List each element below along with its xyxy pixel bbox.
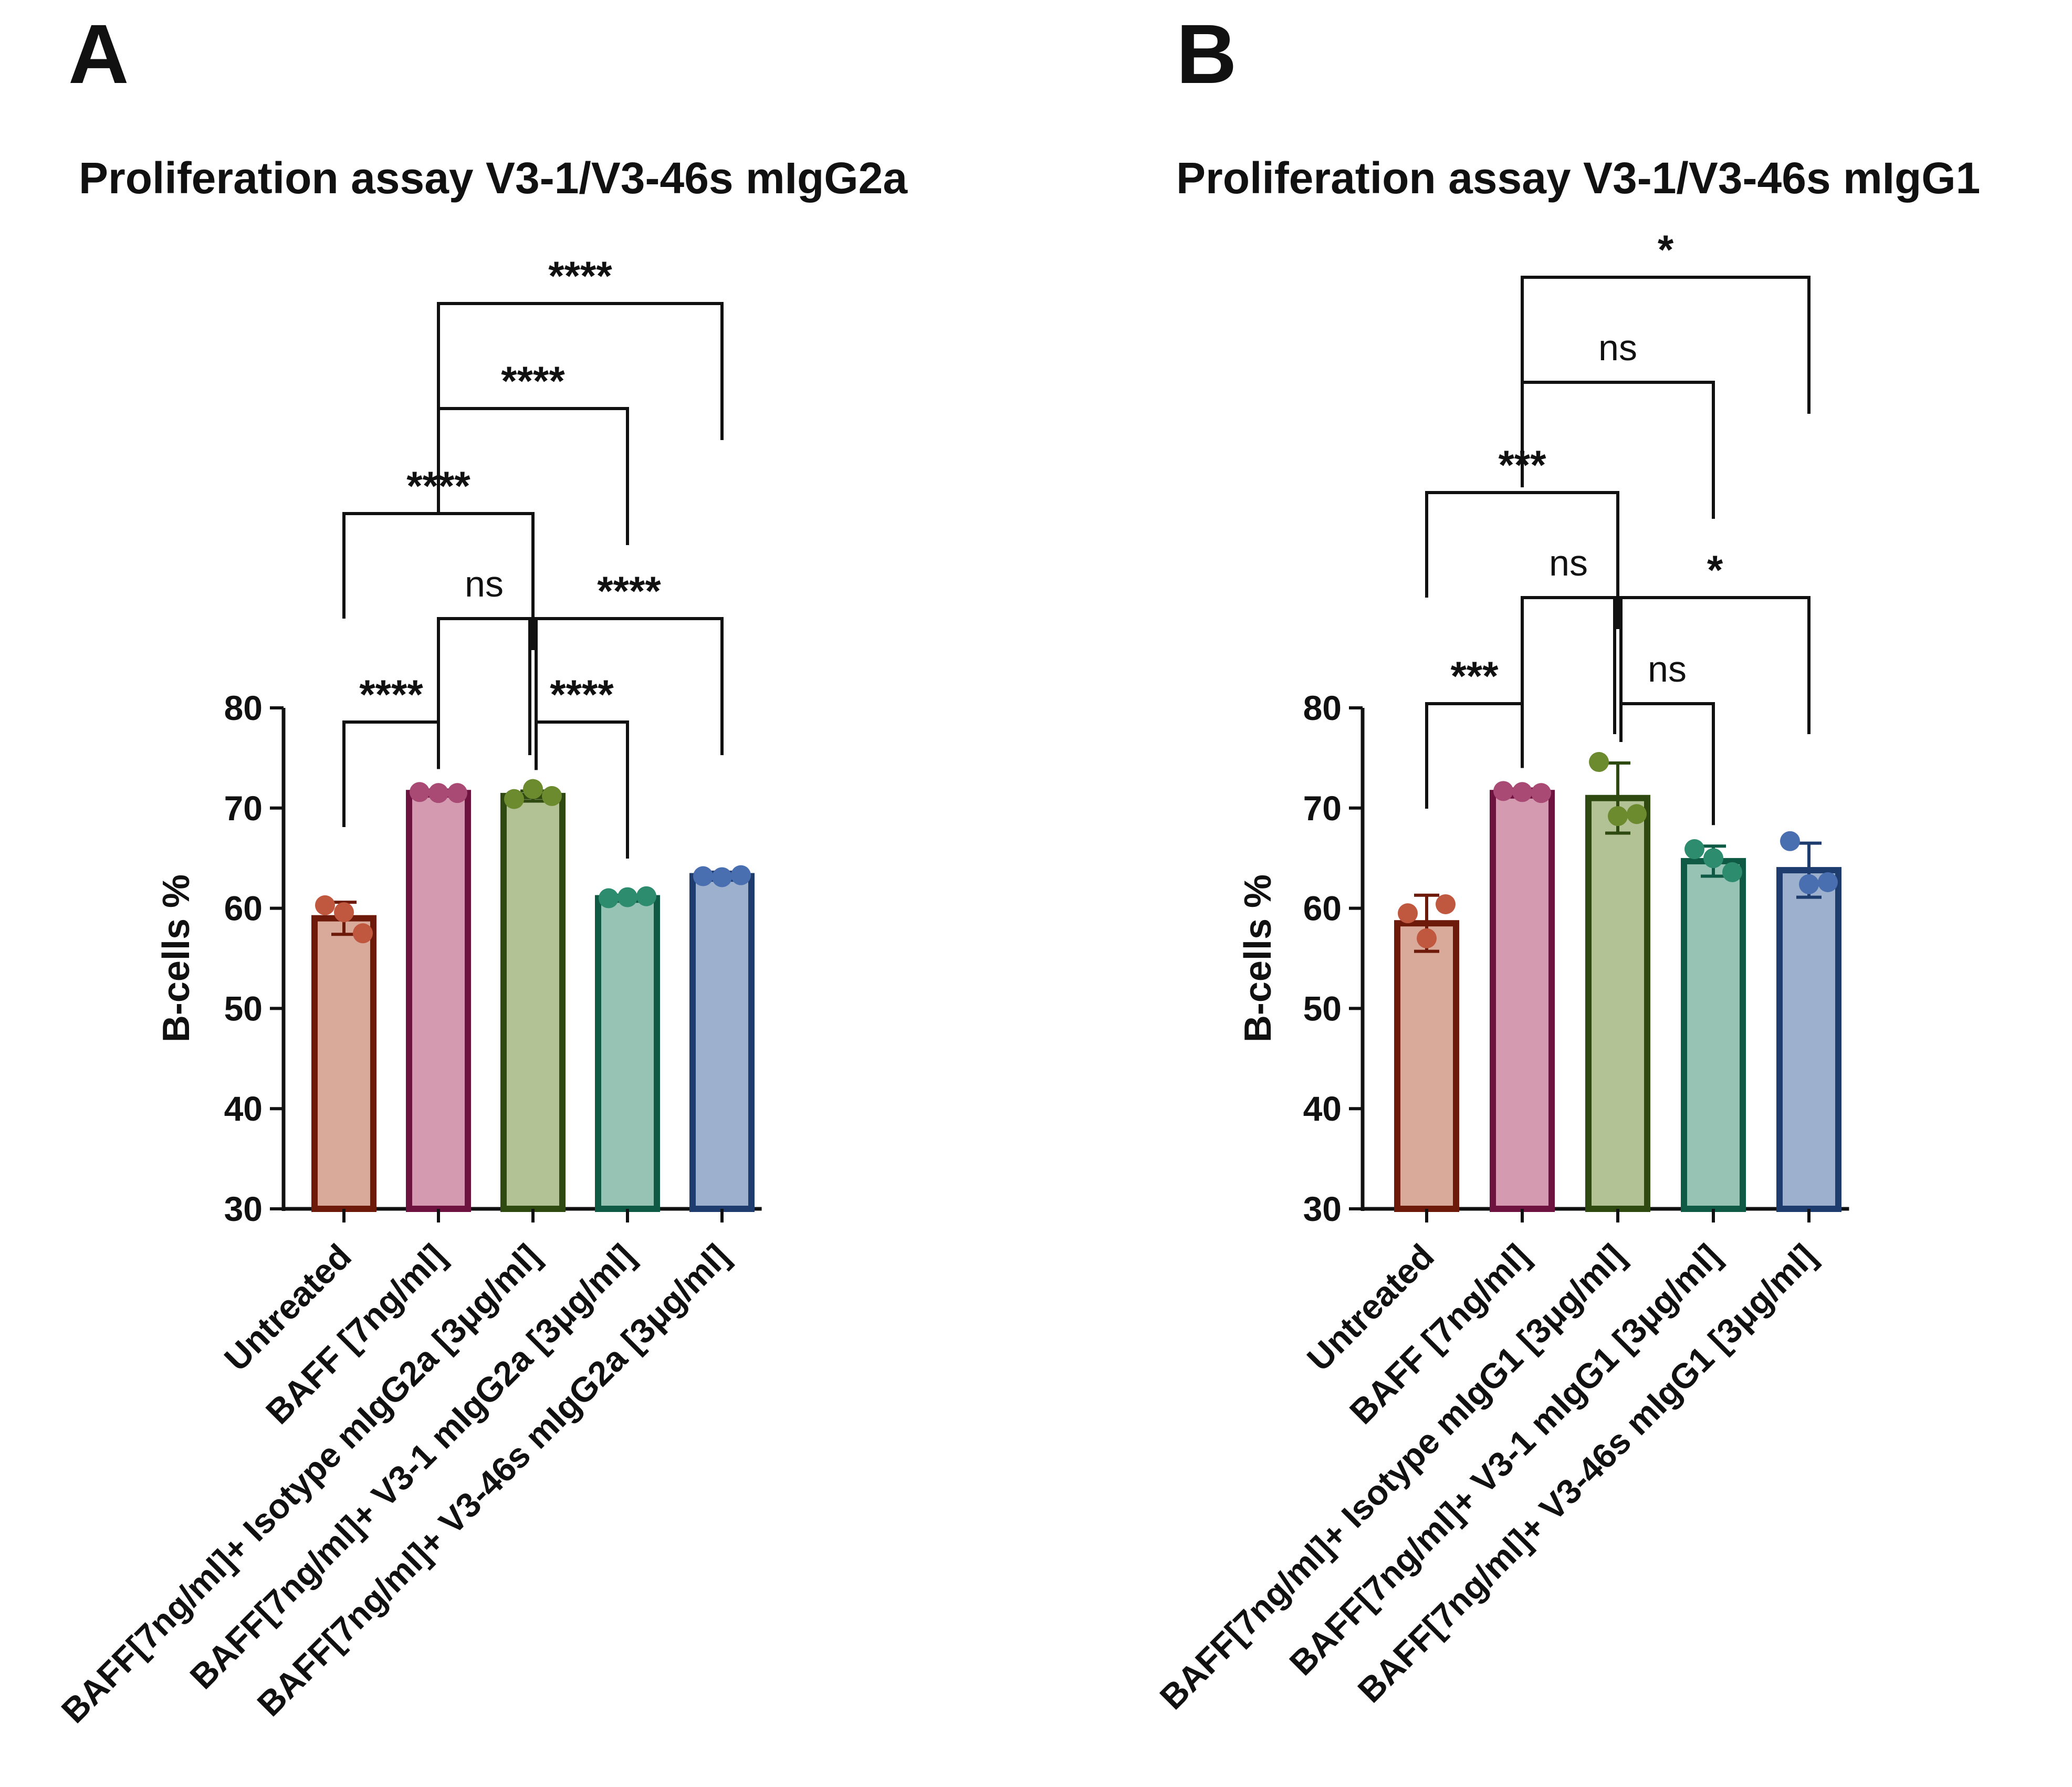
panel-b-significance-bracket-7 [1521,276,1811,414]
panel-b-bar-5 [1776,867,1841,1212]
panel-a-data-point [731,865,751,885]
panel-b-data-point [1818,872,1838,892]
panel-a-y-tick-label: 60 [224,889,263,928]
panel-b-data-point [1684,839,1704,860]
panel-a-significance-bracket-6 [437,407,629,545]
panel-a-significance-bracket-7 [437,302,724,440]
panel-b-significance-bracket-5 [1425,491,1619,629]
panel-a-data-point [447,783,467,803]
panel-b-data-point [1436,894,1456,914]
panel-a-data-point [428,783,448,803]
panel-a-data-point [353,923,373,944]
panel-b-y-tick-label: 80 [1303,688,1342,727]
panel-b-significance-label-6: ns [1598,327,1637,368]
panel-a-data-point [410,782,430,802]
panel-b-data-point [1799,874,1819,894]
panel-a-significance-bracket-2 [535,720,629,859]
panel-b-data-point [1493,781,1513,801]
panel-b-letter: B [1176,7,1237,101]
panel-a-y-tick-label: 40 [224,1089,263,1128]
panel-a-data-point [599,888,619,908]
panel-b-y-tick-label: 40 [1303,1089,1342,1128]
panel-b-data-point [1398,903,1418,924]
panel-a-bar-2 [406,790,471,1213]
panel-b-chart: Proliferation assay V3-1/V3-46s mIgG1 B-c… [1152,153,1980,1717]
panel-a-category-label-4: BAFF[7ng/ml]+ V3-1 mIgG2a [3μg/ml] [182,1237,642,1697]
panel-a-data-point [523,779,543,799]
panel-a-data-point [542,786,562,806]
panel-a-significance-label-7: **** [548,253,612,299]
panel-a-y-tick-label: 50 [224,989,263,1028]
panel-b-data-point [1722,862,1742,882]
panel-b-bar-3 [1585,795,1650,1212]
panel-a-significance-label-2: **** [550,671,614,717]
panel-a-data-point [618,887,637,907]
panel-b-significance-label-1: *** [1450,653,1499,699]
panel-a-y-tick-label: 70 [224,789,263,828]
panel-a-chart: Proliferation assay V3-1/V3-46s mIgG2a B-… [54,153,908,1730]
panel-b-y-tick-label: 60 [1303,889,1342,928]
panel-a-data-point [315,895,335,915]
panel-a-significance-label-3: ns [465,563,504,604]
panel-a-y-tick-label: 80 [224,688,263,727]
panel-b-data-point [1627,804,1647,824]
panel-b-y-tick-label: 30 [1303,1189,1342,1228]
panel-b-data-point [1512,782,1532,802]
panel-a-bar-4 [595,895,660,1212]
panel-b-significance-label-4: * [1707,547,1723,593]
panel-b-data-point [1608,806,1628,827]
panel-b-y-tick-label: 70 [1303,789,1342,828]
panel-b-bar-1 [1394,920,1459,1212]
panel-b-significance-bracket-2 [1619,702,1715,825]
panel-a-chart-title: Proliferation assay V3-1/V3-46s mIgG2a [79,153,908,203]
panel-b-significance-label-2: ns [1648,649,1687,689]
panel-a-data-point [636,886,656,906]
panel-a-letter: A [68,7,129,101]
panel-b-data-point [1417,928,1437,948]
panel-b-bar-2 [1490,790,1555,1213]
panel-a-significance-label-4: **** [597,568,661,614]
panel-b-y-tick-label: 50 [1303,989,1342,1028]
panel-a-bar-3 [500,792,566,1213]
panel-a-y-axis-label: B-cells % [155,874,197,1042]
panel-a-significance-bracket-1 [342,720,440,827]
panel-b-data-point [1531,783,1551,803]
panel-a-data-point [712,867,732,887]
panel-a-significance-label-6: **** [501,358,565,404]
panel-b-chart-title: Proliferation assay V3-1/V3-46s mIgG1 [1176,153,1980,203]
panel-a-significance-bracket-4 [535,617,724,755]
panel-b-significance-bracket-1 [1425,702,1524,809]
panel-a-y-tick-label: 30 [224,1189,263,1228]
panel-b-data-point [1780,831,1800,851]
panel-b-data-point [1589,752,1609,772]
panel-b-significance-label-3: ns [1549,542,1588,583]
panel-a-significance-bracket-3 [437,617,531,755]
panel-a-data-point [504,789,524,809]
panel-b-significance-bracket-4 [1619,596,1811,734]
panel-b-data-point [1703,848,1723,869]
panel-b-significance-bracket-3 [1521,596,1616,734]
panel-b-significance-bracket-6 [1521,381,1715,519]
panel-b-significance-label-7: * [1658,226,1674,273]
panel-a-data-point [693,866,713,886]
panel-a-bar-1 [311,915,376,1213]
panel-b-bar-4 [1681,858,1746,1212]
panel-b-y-axis-label: B-cells % [1237,874,1279,1042]
panel-a-significance-label-1: **** [359,671,423,717]
panel-a-bar-5 [689,873,755,1212]
panel-a-data-point [334,902,354,923]
